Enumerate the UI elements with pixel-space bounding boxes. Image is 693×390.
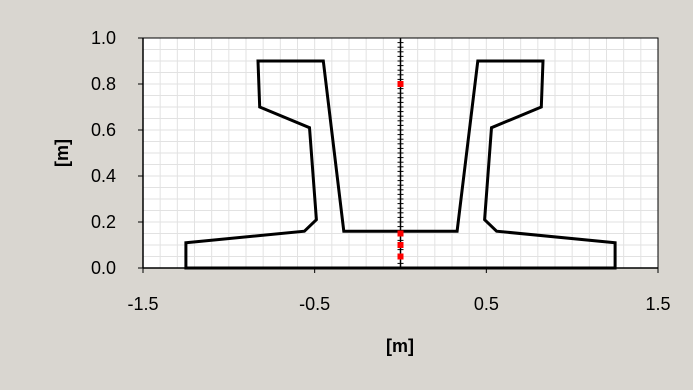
points-layer [397,81,404,260]
x-tick-label: 0.5 [474,294,499,314]
y-tick-label: 0.6 [91,120,116,140]
section-layer [184,59,617,270]
data-point [397,230,404,237]
x-tick-label: -0.5 [299,294,330,314]
section-outline [184,59,617,270]
y-tick-label: 0.2 [91,212,116,232]
y-tick-label: 0.8 [91,74,116,94]
y-axis-label: [m] [52,139,72,167]
y-tick-label: 0.0 [91,258,116,278]
data-point [397,242,404,248]
y-tick-label: 1.0 [91,28,116,48]
tick-labels: -1.5 -0.5 0.5 1.5 0.0 0.2 0.4 0.6 0.8 1.0 [91,28,671,314]
y-tick-label: 0.4 [91,166,116,186]
data-point [397,253,404,260]
data-point [397,81,404,87]
x-axis-label: [m] [386,336,414,356]
axes [138,37,659,273]
x-tick-label: 1.5 [645,294,670,314]
x-tick-label: -1.5 [127,294,158,314]
